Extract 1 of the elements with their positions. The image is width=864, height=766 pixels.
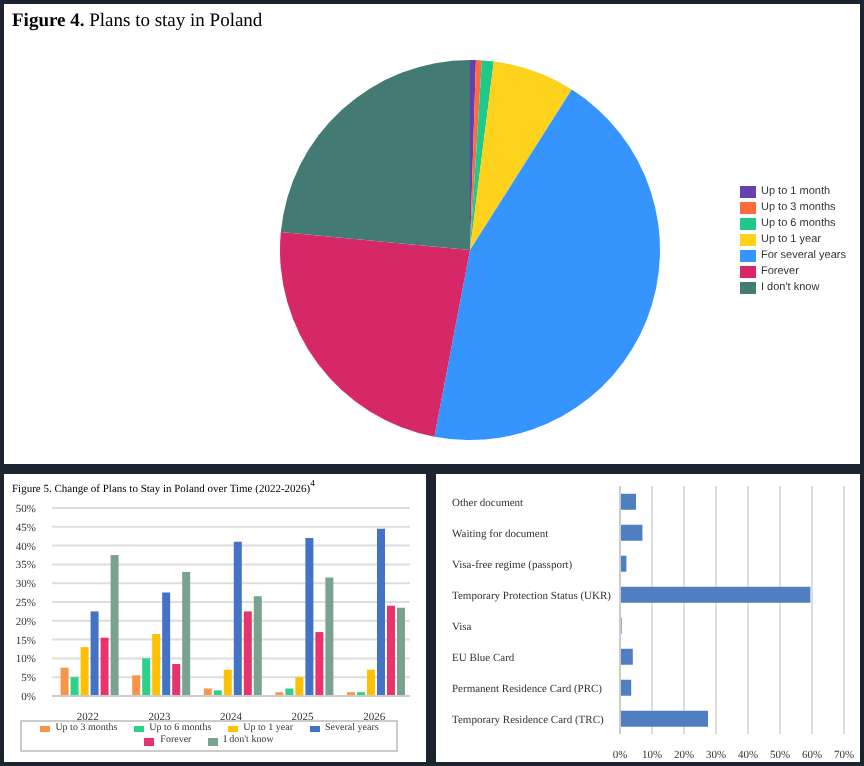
chart-title: Figure 4. Plans to stay in Poland xyxy=(12,12,263,32)
